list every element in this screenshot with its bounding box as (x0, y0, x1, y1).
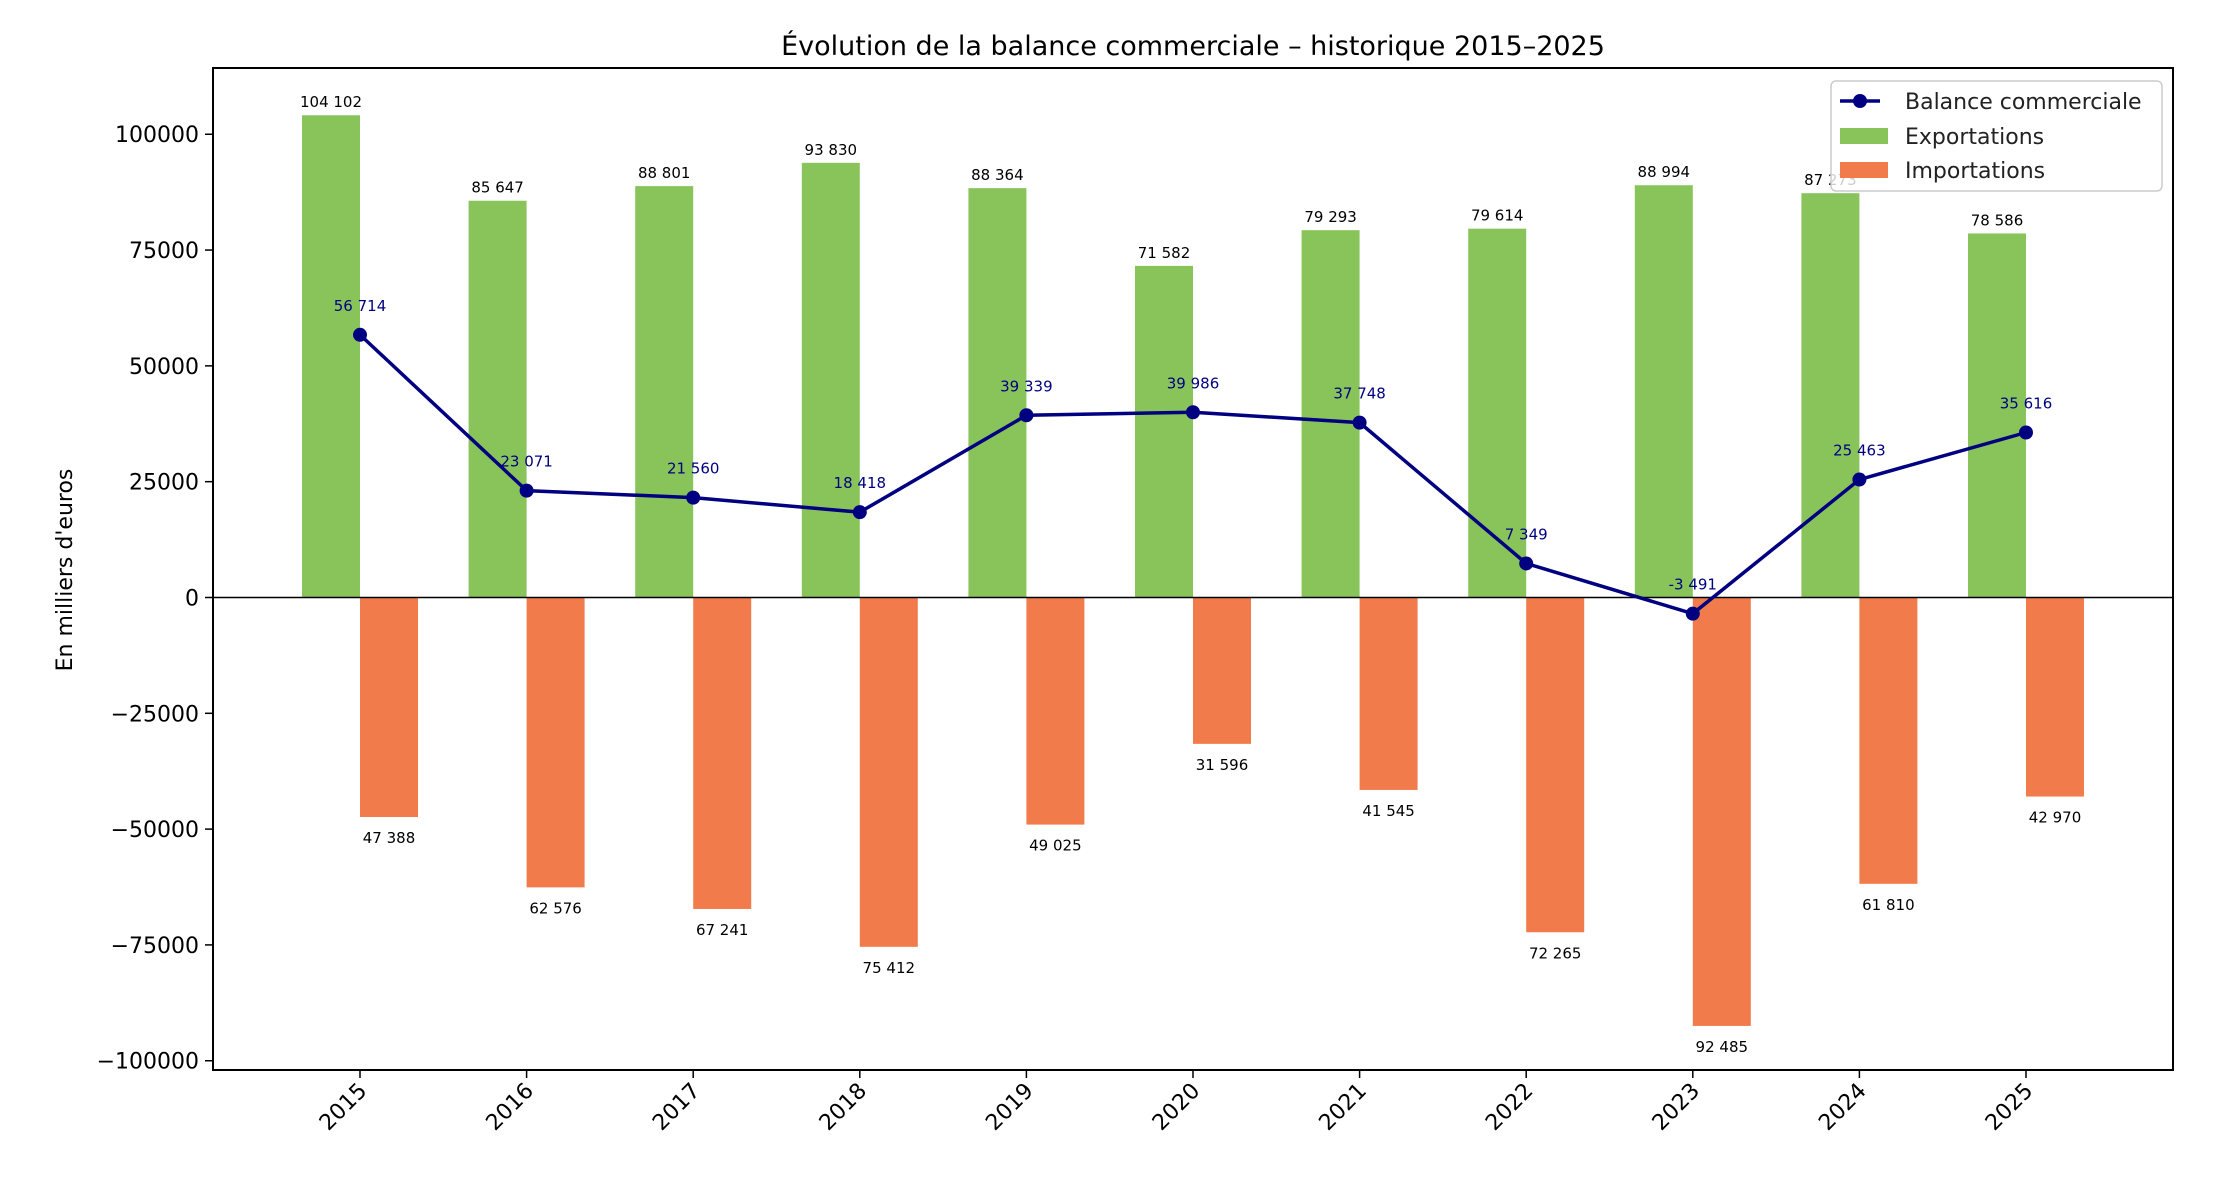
export-data-label: 88 801 (638, 164, 691, 182)
import-data-label: 67 241 (696, 921, 749, 939)
import-data-label: 72 265 (1529, 944, 1582, 962)
x-tick-label: 2017 (648, 1079, 705, 1136)
export-bar (635, 186, 694, 598)
export-data-label: 78 586 (1971, 211, 2024, 229)
balance-point (852, 505, 867, 520)
import-bar (1026, 597, 1085, 825)
y-tick-label: −50000 (111, 818, 199, 843)
y-tick-label: 50000 (129, 355, 199, 380)
legend: Balance commerciale Exportations Importati… (1830, 80, 2163, 192)
import-data-label: 31 596 (1196, 756, 1249, 774)
import-bar (1193, 597, 1251, 744)
import-bar (1526, 597, 1585, 933)
balance-data-label: 18 418 (834, 474, 887, 492)
export-bar (968, 188, 1027, 598)
y-tick-label: 25000 (129, 471, 199, 496)
y-tick-label: −25000 (111, 702, 199, 727)
import-data-label: 41 545 (1362, 802, 1415, 820)
import-data-label: 62 576 (529, 899, 582, 917)
balance-data-label: 56 714 (334, 297, 387, 315)
export-bar (302, 115, 360, 598)
export-bar (1301, 230, 1360, 598)
x-tick-label: 2023 (1648, 1079, 1705, 1136)
import-bar (2026, 597, 2084, 797)
export-bar (1968, 233, 2026, 598)
export-bar (468, 200, 527, 598)
x-tick-label: 2018 (815, 1079, 872, 1136)
import-bar (1692, 597, 1751, 1026)
legend-label: Exportations (1905, 125, 2044, 150)
y-tick-label: −75000 (111, 934, 199, 959)
legend-box (1830, 80, 2163, 192)
y-tick-label: 100000 (115, 123, 199, 148)
import-bar (526, 597, 585, 888)
import-data-label: 47 388 (363, 829, 416, 847)
export-bar (1634, 185, 1693, 598)
balance-data-label: 21 560 (667, 460, 720, 478)
import-bar (1359, 597, 1418, 790)
export-data-label: 79 293 (1304, 208, 1357, 226)
balance-point (1519, 556, 1534, 571)
export-data-label: 88 994 (1638, 163, 1691, 181)
legend-label: Importations (1905, 159, 2045, 184)
import-bar (859, 597, 918, 947)
balance-point (1019, 408, 1034, 423)
balance-point (353, 327, 367, 342)
import-data-label: 92 485 (1696, 1038, 1749, 1056)
import-bar (360, 597, 418, 818)
import-data-label: 75 412 (863, 959, 916, 977)
import-data-label: 42 970 (2029, 809, 2082, 827)
x-tick-label: 2019 (981, 1079, 1038, 1136)
balance-data-label: 25 463 (1833, 442, 1886, 460)
x-tick-label: 2024 (1814, 1079, 1871, 1136)
legend-marker-swatch (1853, 94, 1867, 108)
x-tick-label: 2022 (1481, 1079, 1538, 1136)
import-data-label: 49 025 (1029, 837, 1082, 855)
x-tick-label: 2016 (482, 1079, 539, 1136)
x-tick-label: 2015 (315, 1079, 372, 1136)
balance-point (519, 483, 534, 498)
balance-data-label: 37 748 (1333, 385, 1386, 403)
y-tick-label: 75000 (129, 239, 199, 264)
x-tick-label: 2025 (1981, 1079, 2038, 1136)
import-data-label: 61 810 (1862, 896, 1915, 914)
balance-data-label: 39 986 (1167, 374, 1220, 392)
legend-export-swatch (1840, 128, 1888, 144)
balance-point (1352, 415, 1367, 430)
export-data-label: 79 614 (1471, 207, 1524, 225)
x-tick-label: 2021 (1315, 1079, 1372, 1136)
import-bar (693, 597, 752, 909)
export-bar (1468, 228, 1527, 598)
balance-data-label: 35 616 (2000, 395, 2053, 413)
chart-title: Évolution de la balance commerciale – hi… (781, 30, 1605, 62)
import-bar (1859, 597, 1918, 884)
balance-point (1685, 606, 1700, 621)
export-bar (1801, 193, 1860, 598)
y-tick-label: −100000 (97, 1050, 199, 1075)
export-data-label: 88 364 (971, 166, 1024, 184)
balance-point (2019, 425, 2033, 440)
export-data-label: 93 830 (805, 141, 858, 159)
export-bar (1135, 265, 1193, 598)
balance-data-label: 23 071 (500, 453, 553, 471)
y-axis-label: En milliers d'euros (53, 469, 78, 672)
balance-data-label: 7 349 (1505, 525, 1548, 543)
export-data-label: 104 102 (300, 93, 362, 111)
balance-point (686, 490, 701, 505)
export-bar (801, 162, 860, 598)
legend-import-swatch (1840, 162, 1888, 178)
balance-data-label: -3 491 (1669, 576, 1717, 594)
balance-point (1186, 405, 1200, 420)
balance-point (1852, 472, 1867, 487)
balance-data-label: 39 339 (1000, 377, 1053, 395)
legend-label: Balance commerciale (1905, 90, 2142, 115)
export-data-label: 71 582 (1138, 244, 1191, 262)
export-data-label: 85 647 (471, 179, 524, 197)
x-tick-label: 2020 (1148, 1079, 1205, 1136)
y-tick-label: 0 (185, 586, 199, 611)
